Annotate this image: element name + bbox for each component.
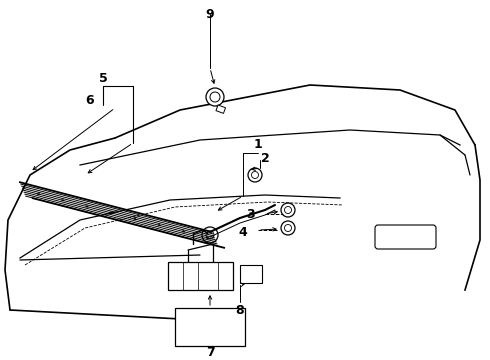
Text: 8: 8 bbox=[236, 303, 245, 316]
Bar bbox=[216, 105, 225, 113]
Bar bbox=[240, 265, 262, 283]
Text: 4: 4 bbox=[239, 225, 247, 238]
Bar bbox=[175, 308, 245, 346]
Text: 9: 9 bbox=[206, 8, 214, 21]
Text: 7: 7 bbox=[206, 346, 215, 360]
Text: 6: 6 bbox=[86, 94, 94, 107]
Bar bbox=[168, 262, 233, 290]
Text: 5: 5 bbox=[98, 72, 107, 85]
Text: 2: 2 bbox=[261, 152, 270, 165]
Text: 3: 3 bbox=[245, 207, 254, 220]
FancyBboxPatch shape bbox=[375, 225, 436, 249]
Text: 1: 1 bbox=[254, 139, 262, 152]
Circle shape bbox=[206, 88, 224, 106]
